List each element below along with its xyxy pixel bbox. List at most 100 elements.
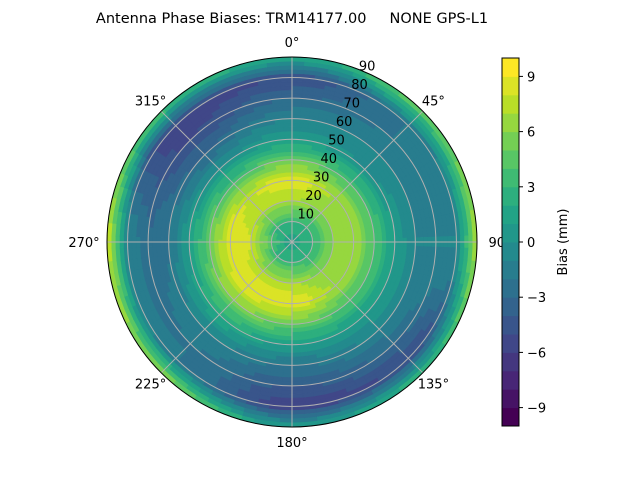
r-tick-label: 70	[344, 96, 361, 111]
contour-cell	[281, 394, 292, 398]
contour-cell	[283, 110, 292, 114]
polar-grid	[107, 57, 477, 427]
contour-cell	[292, 369, 301, 373]
contour-cell	[292, 410, 304, 415]
contour-cell	[284, 357, 292, 361]
contour-cell	[284, 353, 292, 357]
contour-cell	[362, 244, 366, 249]
contour-cell	[378, 233, 383, 239]
contour-cell	[288, 299, 292, 303]
contour-cell	[287, 164, 292, 168]
contour-cell	[288, 180, 292, 184]
contour-cell	[292, 86, 303, 90]
contour-cell	[289, 193, 292, 197]
colorbar-level	[502, 279, 519, 298]
colorbar-tick-label: −3	[527, 291, 546, 306]
contour-cell	[292, 160, 298, 164]
theta-tick-label: 315°	[135, 95, 166, 110]
contour-cell	[292, 164, 297, 168]
contour-cell	[337, 237, 341, 241]
contour-cell	[280, 410, 292, 415]
contour-cell	[292, 328, 298, 332]
contour-cell	[296, 295, 300, 300]
contour-cell	[281, 90, 292, 94]
colorbar-level	[502, 371, 519, 390]
contour-cell	[202, 233, 207, 239]
colorbar-tick-label: 3	[527, 181, 535, 196]
colorbar-level	[502, 297, 519, 316]
contour-cell	[283, 106, 292, 110]
r-tick-label: 50	[328, 133, 345, 148]
contour-cell	[292, 82, 303, 86]
r-tick-label: 80	[351, 78, 368, 93]
contour-cell	[292, 377, 302, 381]
theta-tick-label: 0°	[285, 36, 300, 51]
contour-cell	[281, 390, 292, 394]
contour-cell	[239, 244, 243, 248]
contour-cell	[295, 291, 299, 295]
contour-cell	[366, 234, 370, 240]
r-tick-label: 90	[359, 59, 376, 74]
colorbar-tick-label: −6	[527, 346, 546, 361]
contour-cell	[292, 336, 299, 340]
contour-cell	[292, 418, 305, 423]
contour-cell	[286, 320, 292, 324]
contour-cell	[285, 193, 289, 197]
colorbar-tick-label: 6	[527, 126, 535, 141]
contour-cell	[284, 127, 292, 131]
contour-cell	[282, 377, 292, 381]
contour-cell	[292, 180, 296, 184]
colorbar-level	[502, 113, 519, 132]
theta-tick-label: 135°	[418, 377, 449, 392]
contour-cell	[284, 123, 292, 127]
contour-cell	[366, 245, 370, 251]
colorbar-level	[502, 389, 519, 408]
contour-cell	[292, 390, 303, 394]
colorbar-tick-label: 9	[527, 70, 535, 85]
contour-cell	[287, 312, 292, 316]
contour-cell	[292, 332, 299, 336]
contour-cell	[287, 308, 292, 312]
contour-cell	[292, 189, 296, 193]
colorbar-level	[502, 187, 519, 206]
colorbar-level	[502, 334, 519, 353]
contour-cell	[202, 245, 207, 251]
contour-cell	[292, 308, 297, 312]
contour-cell	[292, 61, 305, 66]
contour-cell	[292, 287, 295, 291]
contour-cell	[279, 61, 292, 66]
contour-cell	[292, 127, 300, 131]
theta-tick-label: 225°	[135, 377, 166, 392]
colorbar-level	[502, 224, 519, 243]
contour-cell	[218, 234, 222, 239]
contour-cell	[288, 189, 292, 193]
contour-cell	[292, 90, 303, 94]
colorbar-level	[502, 132, 519, 151]
contour-cell	[280, 414, 292, 419]
r-tick-label: 40	[321, 152, 338, 167]
contour-cell	[292, 349, 300, 353]
contour-cell	[288, 295, 292, 299]
contour-cell	[292, 102, 302, 106]
contour-cell	[285, 336, 292, 340]
contour-cell	[286, 152, 292, 156]
contour-cell	[292, 312, 297, 316]
contour-cell	[292, 65, 304, 70]
contour-cell	[281, 86, 292, 90]
contour-cell	[279, 418, 292, 423]
r-tick-label: 30	[313, 170, 330, 185]
contour-cell	[362, 234, 366, 239]
contour-cell	[292, 152, 298, 156]
contour-cell	[287, 316, 292, 320]
contour-cell	[295, 287, 299, 291]
contour-cell	[357, 244, 361, 249]
contour-cell	[292, 394, 303, 398]
contour-cell	[222, 244, 226, 249]
contour-cell	[234, 244, 238, 248]
contour-cell	[341, 236, 345, 240]
contour-cell	[243, 244, 247, 248]
contour-cell	[357, 235, 361, 240]
contour-cell	[280, 69, 292, 74]
colorbar-level	[502, 150, 519, 169]
